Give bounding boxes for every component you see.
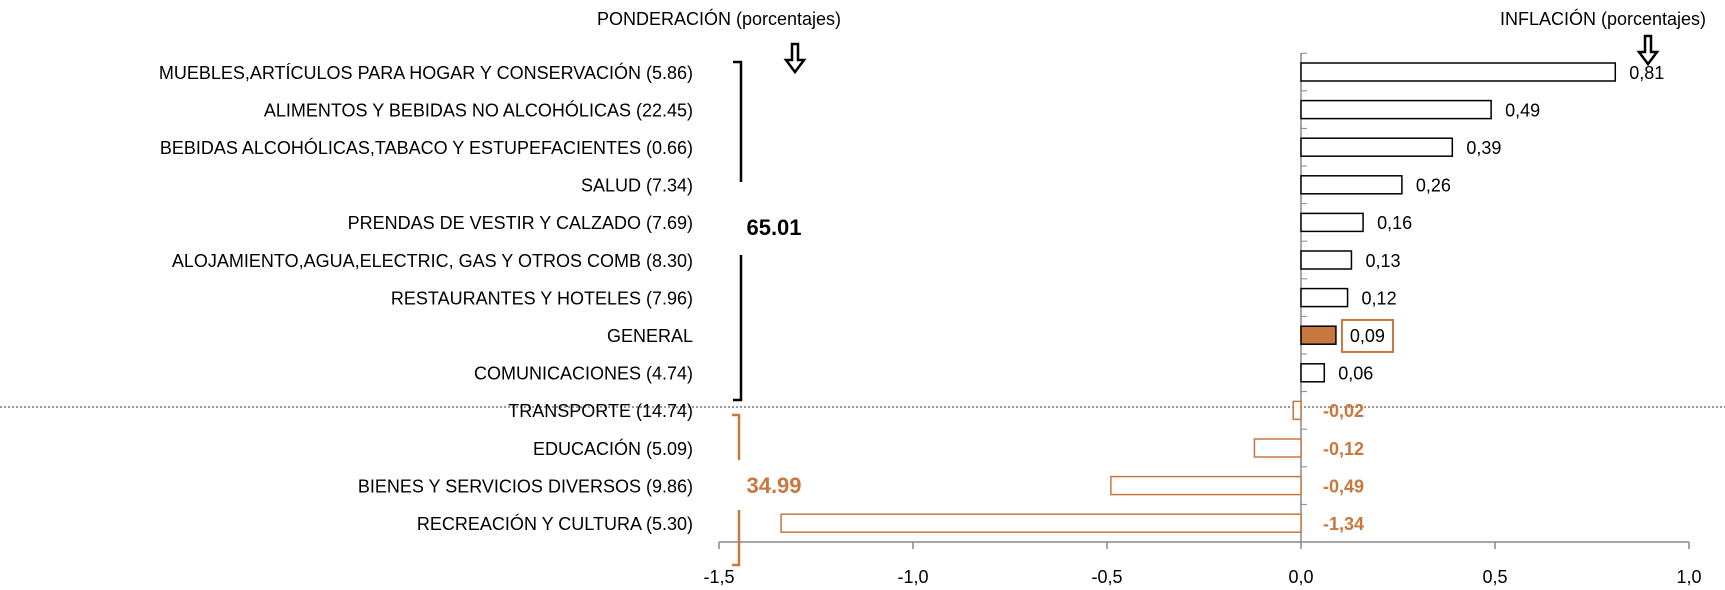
bar [1253, 438, 1302, 458]
y-tick-label: SALUD (7.34) [581, 176, 693, 196]
value-label: 0,16 [1377, 213, 1412, 233]
arrow [1636, 34, 1660, 67]
y-tick-label: PRENDAS DE VESTIR Y CALZADO (7.69) [348, 213, 693, 233]
value-label: 0,09 [1350, 326, 1385, 346]
y-tick-label: EDUCACIÓN (5.09) [533, 438, 693, 459]
bracket [732, 413, 741, 567]
left-title: PONDERACIÓN (porcentajes) [597, 8, 841, 29]
bar [1110, 475, 1302, 496]
y-tick-label: BEBIDAS ALCOHÓLICAS,TABACO Y ESTUPEFACIE… [160, 137, 693, 158]
y-tick-label: TRANSPORTE (14.74) [508, 401, 693, 421]
value-label: -0,02 [1323, 401, 1364, 421]
value-label: 0,13 [1365, 251, 1400, 271]
y-tick-label: RECREACIÓN Y CULTURA (5.30) [417, 513, 693, 534]
bracket [733, 60, 743, 402]
x-tick-label: 0,5 [1482, 567, 1507, 587]
x-tick-label: 1,0 [1676, 567, 1701, 587]
value-label: 0,06 [1338, 364, 1373, 384]
y-tick-label: MUEBLES,ARTÍCULOS PARA HOGAR Y CONSERVAC… [159, 62, 693, 83]
bar [1300, 287, 1349, 308]
bar [1292, 400, 1302, 421]
x-tick-label: 0,0 [1288, 567, 1313, 587]
y-tick-label: BIENES Y SERVICIOS DIVERSOS (9.86) [358, 476, 693, 496]
value-label: 0,12 [1362, 288, 1397, 308]
x-tick-label: -1,0 [897, 567, 928, 587]
value-label: 0,81 [1629, 63, 1664, 83]
bar [780, 513, 1302, 533]
y-tick-label: ALIMENTOS Y BEBIDAS NO ALCOHÓLICAS (22.4… [264, 99, 693, 120]
bar [1300, 137, 1454, 157]
arrow [783, 42, 807, 75]
value-label: 0,39 [1466, 138, 1501, 158]
value-label: 0,49 [1505, 100, 1540, 120]
bar [1300, 250, 1353, 270]
upper-total: 65.01 [746, 215, 801, 240]
bar [1300, 363, 1326, 383]
bar [1300, 325, 1337, 345]
x-tick-label: -1,5 [703, 567, 734, 587]
value-label: -0,49 [1323, 476, 1364, 496]
bar [1300, 99, 1492, 120]
value-label-box [1340, 318, 1394, 353]
x-tick-label: -0,5 [1091, 567, 1122, 587]
value-label: 0,26 [1416, 176, 1451, 196]
value-label: -0,12 [1323, 439, 1364, 459]
y-tick-label: GENERAL [607, 326, 693, 346]
bar [1300, 212, 1364, 233]
lower-total: 34.99 [746, 473, 801, 498]
right-title: INFLACIÓN (porcentajes) [1500, 8, 1706, 29]
bar [1300, 175, 1403, 195]
y-tick-label: RESTAURANTES Y HOTELES (7.96) [391, 288, 693, 308]
y-tick-label: COMUNICACIONES (4.74) [474, 364, 693, 384]
y-tick-label: ALOJAMIENTO,AGUA,ELECTRIC, GAS Y OTROS C… [172, 251, 693, 271]
value-label: -1,34 [1323, 514, 1364, 534]
bar [1300, 62, 1617, 82]
